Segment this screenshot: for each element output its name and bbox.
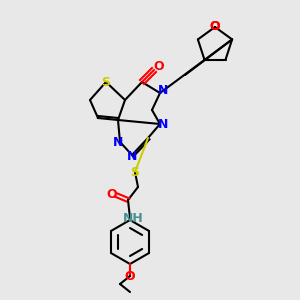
Text: N: N [113, 136, 123, 148]
Text: S: S [130, 166, 140, 178]
Text: S: S [101, 76, 110, 88]
Text: N: N [127, 151, 137, 164]
Text: N: N [158, 118, 168, 131]
Text: O: O [210, 20, 220, 34]
Text: NH: NH [123, 212, 143, 224]
Text: O: O [154, 61, 164, 74]
Text: O: O [107, 188, 117, 200]
Text: O: O [210, 20, 220, 34]
Text: N: N [158, 85, 168, 98]
Text: O: O [125, 269, 135, 283]
